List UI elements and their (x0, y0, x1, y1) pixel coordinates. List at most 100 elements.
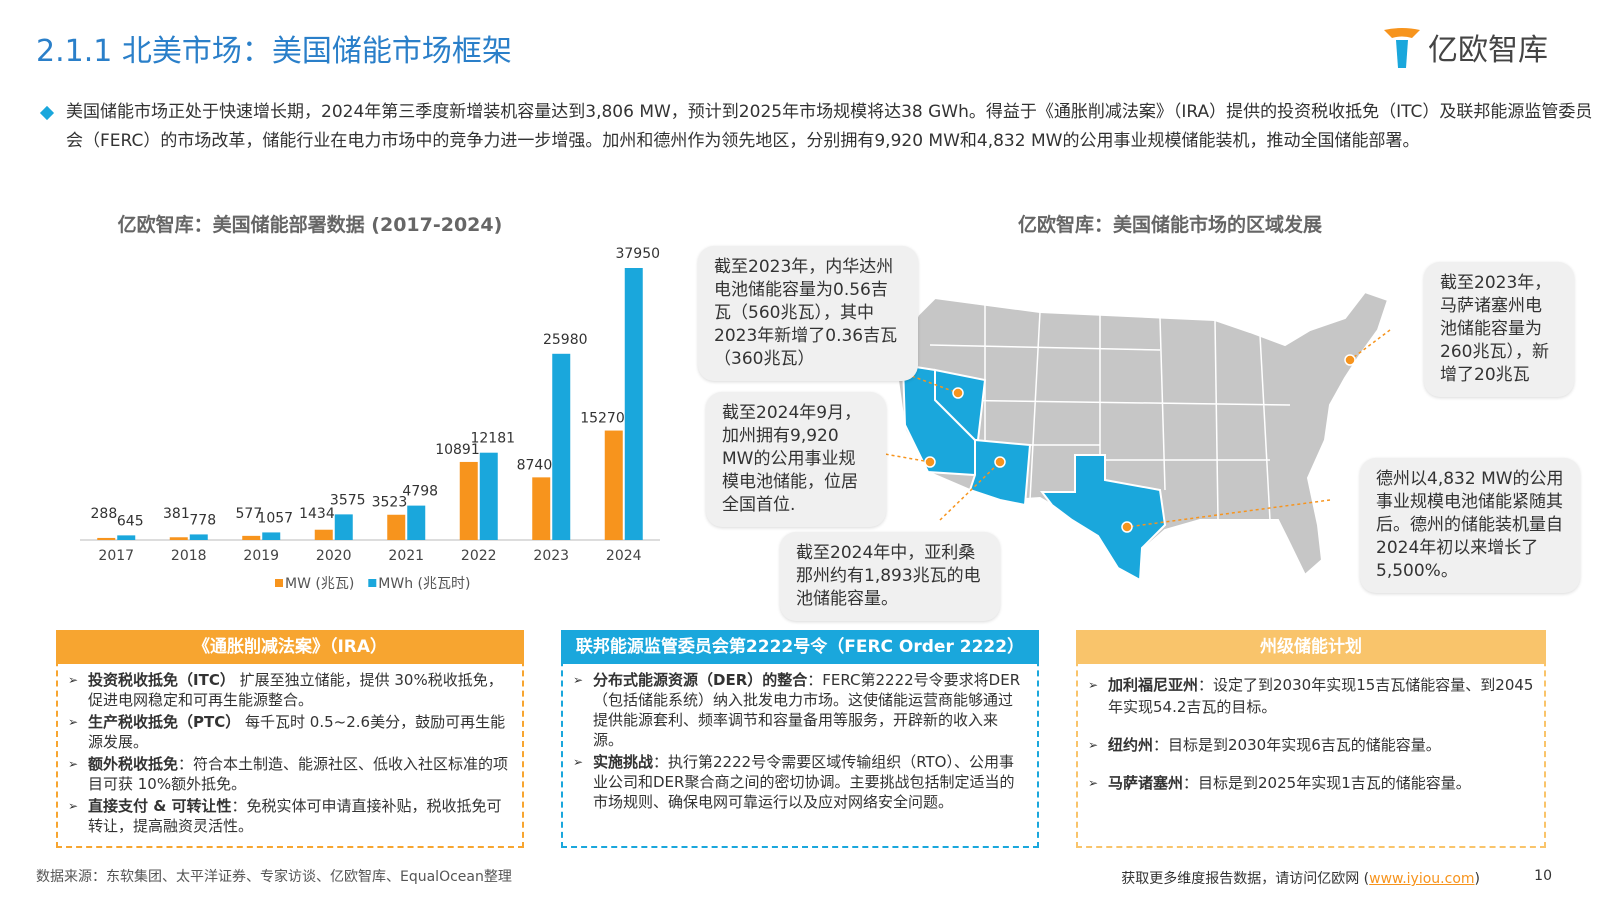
bar (387, 514, 406, 540)
value-label: 4798 (402, 484, 438, 500)
box-item: 纽约州：目标是到2030年实现6吉瓦的储能容量。 (1088, 734, 1534, 756)
item-text: ：FERC第2222号令要求将DER（包括储能系统）纳入批发电力市场。这使储能运… (593, 671, 1021, 749)
box-title: 《通胀削减法案》（IRA） (56, 630, 524, 664)
bar (552, 353, 571, 540)
bar (334, 514, 353, 540)
item-text: ：目标是到2025年实现1吉瓦的储能容量。 (1183, 774, 1471, 792)
bar (314, 529, 333, 540)
value-label: 3575 (330, 492, 366, 508)
item-text: 每千瓦时 0.5~2.6美分，鼓励可再生能源发展。 (88, 713, 506, 751)
logo: 亿欧智库 (1382, 22, 1548, 72)
item-label: 纽约州 (1108, 736, 1154, 754)
x-tick-label: 2019 (243, 548, 279, 564)
item-label: 加利福尼亚州 (1108, 676, 1199, 694)
callout-massachusetts: 截至2023年，马萨诸塞州电池储能容量为260兆瓦），新增了20兆瓦 (1424, 262, 1574, 397)
footer-link-text: 获取更多维度报告数据，请访问亿欧网 (www.iyiou.com) (1121, 868, 1480, 888)
x-tick-label: 2020 (316, 548, 352, 564)
bar (604, 430, 623, 540)
item-text: ：执行第2222号令需要区域传输组织（RTO）、公用事业公司和DER聚合商之间的… (593, 753, 1015, 811)
us-map (861, 290, 1391, 582)
logo-text: 亿欧智库 (1428, 33, 1548, 68)
callout-texas: 德州以4,832 MW的公用事业规模电池储能紧随其后。德州的储能装机量自2024… (1360, 458, 1580, 593)
box-item: 分布式能源资源（DER）的整合：FERC第2222号令要求将DER（包括储能系统… (573, 670, 1027, 750)
box-item: 实施挑战：执行第2222号令需要区域传输组织（RTO）、公用事业公司和DER聚合… (573, 752, 1027, 812)
callout-california: 截至2024年9月，加州拥有9,920 MW的公用事业规模电池储能，位居全国首位… (706, 392, 886, 527)
ira-box: 《通胀削减法案》（IRA） 投资税收抵免（ITC） 扩展至独立储能，提供 30%税… (56, 630, 524, 848)
bar (532, 477, 551, 540)
x-tick-label: 2021 (388, 548, 424, 564)
map-dots (924, 354, 1356, 533)
chart-title: 亿欧智库：美国储能部署数据 (2017-2024) (117, 214, 503, 236)
item-label: 分布式能源资源（DER）的整合 (593, 671, 808, 689)
item-text: ：目标是到2030年实现6吉瓦的储能容量。 (1153, 736, 1441, 754)
slide-title: 2.1.1 北美市场：美国储能市场框架 (36, 34, 512, 69)
item-label: 直接支付 & 可转让性 (88, 797, 232, 815)
footer-source: 数据来源：东软集团、太平洋证券、专家访谈、亿欧智库、EqualOcean整理 (36, 869, 512, 885)
state-arizona (968, 438, 1032, 507)
box-title: 州级储能计划 (1076, 630, 1546, 664)
item-text: 扩展至独立储能，提供 30%税收抵免，促进电网稳定和可再生能源整合。 (88, 671, 503, 709)
item-label: 额外税收抵免 (88, 755, 179, 773)
x-tick-label: 2023 (533, 548, 569, 564)
box-item: 直接支付 & 可转让性：免税实体可申请直接补贴，税收抵免可转让，提高融资灵活性。 (68, 796, 512, 836)
value-label: 37950 (615, 246, 660, 262)
x-tick-label: 2017 (98, 548, 134, 564)
website-link[interactable]: www.iyiou.com (1369, 871, 1475, 887)
value-label: 15270 (580, 411, 625, 427)
box-list: 加利福尼亚州：设定了到2030年实现15吉瓦储能容量、到2045年实现54.2吉… (1078, 664, 1544, 794)
legend-label: MWh (兆瓦时) (378, 576, 470, 592)
value-label: 778 (189, 512, 216, 528)
bar (189, 534, 208, 540)
value-label: 8740 (517, 457, 553, 473)
value-label: 12181 (470, 431, 515, 447)
item-text: ：设定了到2030年实现15吉瓦储能容量、到2045年实现54.2吉瓦的目标。 (1108, 676, 1534, 716)
box-item: 投资税收抵免（ITC） 扩展至独立储能，提供 30%税收抵免，促进电网稳定和可再… (68, 670, 512, 710)
value-label: 1057 (257, 510, 293, 526)
box-title: 联邦能源监管委员会第2222号令（FERC Order 2222） (561, 630, 1039, 664)
value-label: 3523 (372, 495, 408, 511)
value-label: 1434 (299, 506, 335, 522)
box-list: 投资税收抵免（ITC） 扩展至独立储能，提供 30%税收抵免，促进电网稳定和可再… (58, 664, 522, 836)
item-label: 投资税收抵免（ITC） (88, 671, 235, 689)
logo-icon (1384, 28, 1420, 68)
link-suffix: ) (1474, 871, 1480, 887)
item-text: ：符合本土制造、能源社区、低收入社区标准的项目可获 10%额外抵免。 (88, 755, 509, 793)
value-label: 10891 (435, 442, 480, 458)
legend-swatch (275, 579, 283, 587)
callout-lines (861, 329, 1391, 528)
x-tick-label: 2022 (461, 548, 497, 564)
box-list: 分布式能源资源（DER）的整合：FERC第2222号令要求将DER（包括储能系统… (563, 664, 1037, 812)
box-item: 生产税收抵免（PTC） 每千瓦时 0.5~2.6美分，鼓励可再生能源发展。 (68, 712, 512, 752)
item-label: 马萨诸塞州 (1108, 774, 1184, 792)
state-borders (929, 305, 1291, 521)
value-label: 381 (163, 506, 190, 522)
box-item: 马萨诸塞州：目标是到2025年实现1吉瓦的储能容量。 (1088, 772, 1534, 794)
map-title: 亿欧智库：美国储能市场的区域发展 (1017, 214, 1322, 236)
value-label: 288 (91, 506, 118, 522)
ferc-box: 联邦能源监管委员会第2222号令（FERC Order 2222） 分布式能源资源… (561, 630, 1039, 848)
link-prefix: 获取更多维度报告数据，请访问亿欧网 ( (1121, 871, 1370, 887)
state-texas (1039, 454, 1167, 582)
bar (169, 537, 188, 540)
box-item: 加利福尼亚州：设定了到2030年实现15吉瓦储能容量、到2045年实现54.2吉… (1088, 674, 1534, 718)
legend-swatch (368, 579, 377, 587)
bar (262, 532, 281, 540)
intro-text: 美国储能市场正处于快速增长期，2024年第三季度新增装机容量达到3,806 MW… (40, 98, 1596, 156)
page-number: 10 (1534, 868, 1552, 884)
item-text: ：免税实体可申请直接补贴，税收抵免可转让，提高融资灵活性。 (88, 797, 502, 835)
legend-label: MW (兆瓦) (285, 576, 354, 592)
state-box: 州级储能计划加利福尼亚州：设定了到2030年实现15吉瓦储能容量、到2045年实… (1076, 630, 1546, 848)
bar (479, 452, 498, 540)
item-label: 生产税收抵免（PTC） (88, 713, 241, 731)
bar (242, 535, 261, 540)
box-item: 额外税收抵免：符合本土制造、能源社区、低收入社区标准的项目可获 10%额外抵免。 (68, 754, 512, 794)
value-label: 25980 (543, 332, 588, 348)
callout-arizona: 截至2024年中，亚利桑那州约有1,893兆瓦的电池储能容量。 (780, 532, 1000, 621)
bar (459, 461, 478, 540)
bar (117, 535, 136, 540)
bar (624, 268, 643, 540)
value-label: 645 (117, 513, 144, 529)
x-tick-label: 2018 (171, 548, 207, 564)
